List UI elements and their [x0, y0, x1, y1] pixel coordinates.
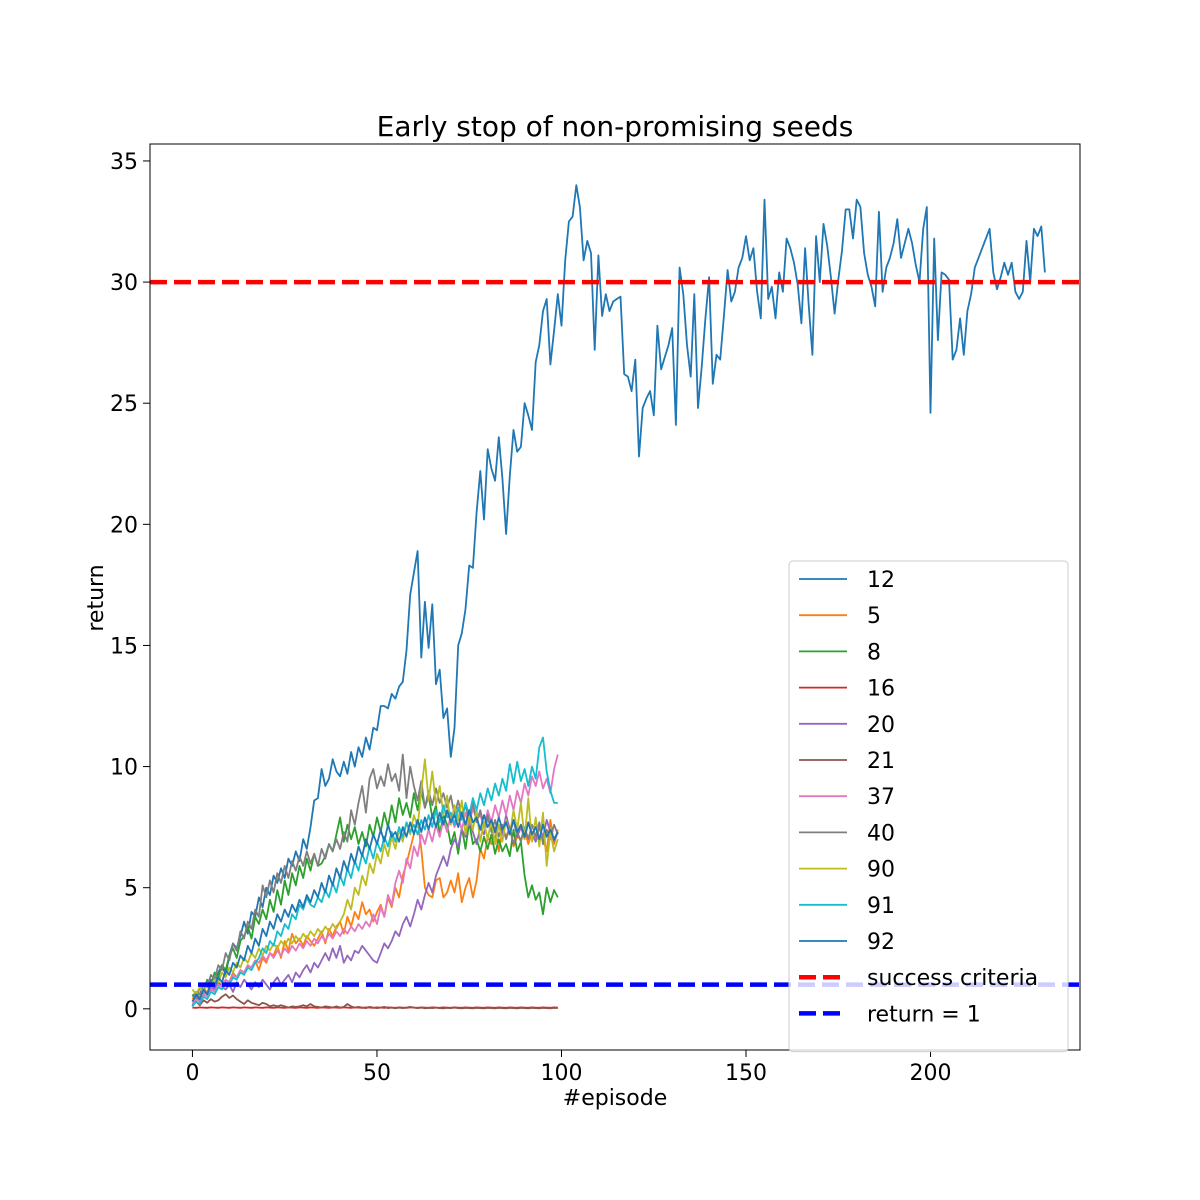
series-line-91	[191, 736, 558, 1007]
legend-label: return = 1	[867, 1002, 981, 1027]
series-line-37	[191, 754, 559, 1005]
legend-label: 90	[867, 858, 895, 883]
legend-label: 37	[867, 785, 895, 810]
x-tick-label: 100	[540, 1061, 582, 1086]
y-tick-label: 25	[110, 392, 138, 417]
y-tick-label: 35	[110, 150, 138, 175]
legend-box	[788, 560, 1069, 1053]
y-tick-label: 30	[110, 271, 138, 296]
legend-label: 91	[867, 894, 895, 919]
legend-label: 12	[867, 568, 895, 593]
series-line-92	[191, 809, 559, 1003]
x-tick-label: 50	[363, 1061, 391, 1086]
x-tick-label: 0	[185, 1061, 199, 1086]
x-axis-label: #episode	[563, 1086, 667, 1111]
y-tick-label: 15	[110, 634, 138, 659]
legend: 12 5 8 16 20 21 37 40 90 91 92 success criteria retu…	[788, 560, 1069, 1053]
series-line-20	[191, 814, 559, 1003]
legend-label: 92	[867, 930, 895, 955]
legend-label: success criteria	[867, 966, 1038, 991]
y-tick-label: 0	[124, 998, 138, 1023]
series-line-8	[191, 789, 559, 1000]
x-axis: 0 50 100 150 200	[185, 1050, 952, 1086]
legend-label: 40	[867, 821, 895, 846]
x-tick-label: 200	[910, 1061, 952, 1086]
y-tick-label: 20	[110, 513, 138, 538]
series-line-90	[191, 758, 559, 996]
y-axis-label: return	[84, 564, 109, 631]
series-line-12	[191, 184, 1046, 1007]
legend-label: 5	[867, 604, 881, 629]
legend-label: 8	[867, 640, 881, 665]
legend-label: 20	[867, 713, 895, 738]
series-line-40	[191, 753, 559, 998]
y-tick-label: 5	[124, 877, 138, 902]
x-tick-label: 150	[725, 1061, 767, 1086]
plot-frame	[149, 143, 1081, 1051]
legend-label: 21	[867, 749, 895, 774]
y-tick-label: 10	[110, 756, 138, 781]
series-line-21	[191, 993, 558, 1010]
legend-label: 16	[867, 677, 895, 702]
y-axis: 0 5 10 15 20 25 30 35	[110, 150, 150, 1023]
chart-title: Early stop of non-promising seeds	[377, 110, 854, 143]
